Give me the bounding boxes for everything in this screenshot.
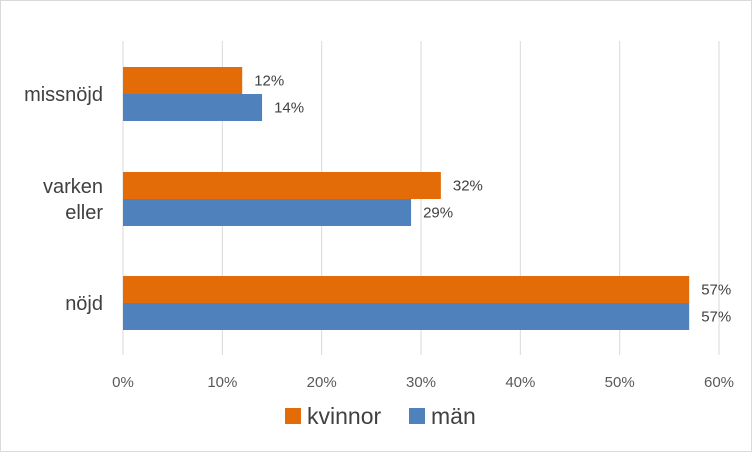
x-tick-label-4: 40% bbox=[505, 374, 535, 391]
x-tick-label-1: 10% bbox=[207, 374, 237, 391]
legend-label-kvinnor: kvinnor bbox=[307, 403, 381, 429]
bar-kvinnor-1 bbox=[123, 172, 441, 199]
data-label-män-0: 14% bbox=[274, 100, 304, 117]
category-label-1-1: eller bbox=[65, 202, 103, 224]
category-label-0-0: missnöjd bbox=[24, 84, 103, 106]
data-label-män-1: 29% bbox=[423, 205, 453, 222]
bar-män-0 bbox=[123, 94, 263, 121]
bars bbox=[123, 67, 690, 330]
x-tick-labels: 0% 10% 20% 30% 40% 50% 60% bbox=[112, 374, 734, 391]
x-tick-label-3: 30% bbox=[406, 374, 436, 391]
x-tick-label-5: 50% bbox=[605, 374, 635, 391]
legend-swatch-kvinnor bbox=[285, 408, 301, 424]
legend-swatch-män bbox=[409, 408, 425, 424]
x-tick-label-2: 20% bbox=[307, 374, 337, 391]
category-label-1-0: varken bbox=[43, 176, 103, 198]
bar-kvinnor-2 bbox=[123, 276, 690, 303]
legend: kvinnor män bbox=[285, 403, 476, 429]
bar-kvinnor-0 bbox=[123, 67, 243, 94]
bar-män-1 bbox=[123, 199, 412, 226]
data-labels: 12% 32% 57% 14% 29% 57% bbox=[254, 73, 731, 326]
data-label-kvinnor-1: 32% bbox=[453, 178, 483, 195]
bar-män-2 bbox=[123, 303, 690, 330]
data-label-män-2: 57% bbox=[701, 309, 731, 326]
category-labels: missnöjd varken eller nöjd bbox=[24, 84, 103, 315]
x-tick-label-0: 0% bbox=[112, 374, 134, 391]
data-label-kvinnor-0: 12% bbox=[254, 73, 284, 90]
legend-label-män: män bbox=[431, 403, 476, 429]
x-tick-label-6: 60% bbox=[704, 374, 734, 391]
data-label-kvinnor-2: 57% bbox=[701, 282, 731, 299]
category-label-2-0: nöjd bbox=[65, 293, 103, 315]
